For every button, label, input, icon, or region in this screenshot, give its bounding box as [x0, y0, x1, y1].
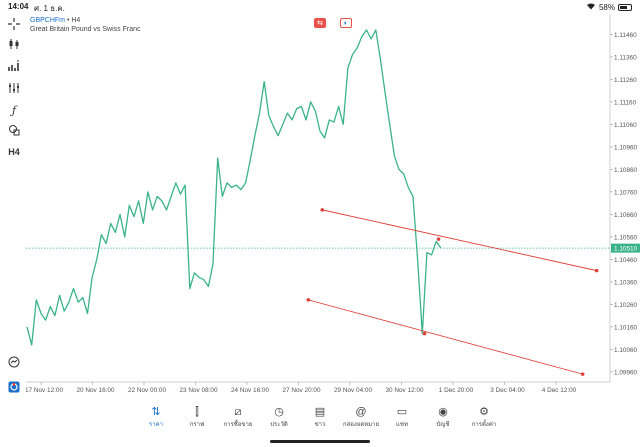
- time-tick-label: 30 Nov 12:00: [385, 387, 423, 394]
- symbol-timeframe: H4: [71, 17, 81, 24]
- symbol-description: Great Britain Pound vs Swiss Franc: [30, 26, 141, 33]
- home-indicator: [270, 440, 370, 443]
- nav-item-candles[interactable]: ⫿ กราฟ: [175, 405, 219, 429]
- price-tick-label: 1.10960: [614, 144, 638, 151]
- price-tick-label: 1.09960: [614, 369, 638, 376]
- indicators-icon[interactable]: [6, 58, 22, 74]
- trendline-anchor-mid: [436, 237, 441, 241]
- crosshair-icon[interactable]: [6, 16, 22, 32]
- nav-item-label: การซื้อขาย: [223, 422, 253, 428]
- one-click-icon[interactable]: ◐: [340, 18, 352, 28]
- symbol-name[interactable]: GBPCHFm: [30, 17, 65, 24]
- status-time: 14:04: [8, 2, 29, 11]
- nav-item-label: กราฟ: [189, 422, 205, 428]
- time-tick-label: 1 Dec 20:00: [439, 387, 474, 394]
- nav-item-label: ประวัติ: [270, 422, 288, 428]
- nav-item-label: กล่องจดหมาย: [342, 422, 380, 428]
- chat-icon: ▭: [396, 406, 408, 418]
- trendline-2: [308, 299, 583, 375]
- time-tick-label: 20 Nov 16:00: [76, 387, 114, 394]
- trade-chart-icon: ⧄: [234, 406, 242, 418]
- nav-item-label: แชท: [396, 422, 408, 428]
- current-price-tag: [611, 243, 640, 253]
- nav-item-label: ข่าว: [314, 422, 326, 428]
- wifi-icon: [586, 2, 596, 12]
- trendline-anchor-mid: [422, 331, 427, 336]
- time-tick-label: 27 Nov 20:00: [282, 387, 320, 394]
- left-toolbar: ƒ H4: [0, 14, 26, 395]
- chart-type-icon[interactable]: [6, 36, 22, 52]
- status-bar: 14:04 ศ. 1 ธ.ค. 58%: [0, 0, 640, 14]
- settings-icon: ⚙: [479, 406, 489, 418]
- status-date: ศ. 1 ธ.ค.: [34, 4, 65, 13]
- sell-flag-icon[interactable]: ⇆: [314, 18, 326, 28]
- search-chart-icon[interactable]: [6, 354, 22, 370]
- trendline-anchor-start: [306, 298, 311, 302]
- status-right: 58%: [586, 2, 632, 12]
- price-tick-label: 1.10060: [614, 347, 638, 354]
- time-tick-label: 4 Dec 12:00: [542, 387, 577, 394]
- quotes-icon: ⇅: [151, 406, 161, 418]
- account-icon: ◉: [438, 406, 448, 418]
- price-tick-label: 1.10460: [614, 257, 638, 264]
- battery-icon: [618, 3, 632, 11]
- price-tick-label: 1.11160: [614, 99, 637, 106]
- price-chart[interactable]: 1.11460 1.11360 1.11260 1.11160 1.11060 1.109…: [26, 14, 640, 396]
- time-tick-label: 17 Nov 12:00: [26, 387, 63, 394]
- settings-sliders-icon[interactable]: [6, 80, 22, 96]
- price-tick-label: 1.11460: [614, 32, 637, 39]
- time-tick-label: 23 Nov 08:00: [179, 387, 217, 394]
- price-tick-label: 1.10560: [614, 234, 638, 241]
- price-tick-label: 1.11360: [614, 54, 637, 61]
- nav-item-label: การตั้งค่า: [471, 422, 497, 428]
- nav-item-settings[interactable]: ⚙ การตั้งค่า: [462, 405, 506, 429]
- price-series-line: [26, 29, 442, 346]
- nav-item-mail[interactable]: @ กล่องจดหมาย: [339, 405, 383, 429]
- price-tick-label: 1.10760: [614, 189, 638, 196]
- nav-item-history[interactable]: ◷ ประวัติ: [257, 405, 301, 429]
- history-icon: ◷: [274, 406, 284, 418]
- price-tick-label: 1.10860: [614, 167, 638, 174]
- price-tick-label: 1.11260: [614, 77, 637, 84]
- nav-item-quotes[interactable]: ⇅ ราคา: [134, 405, 178, 429]
- symbol-header: GBPCHFm • H4 Great Britain Pound vs Swis…: [30, 17, 141, 33]
- nav-item-account[interactable]: ◉ บัญชี: [421, 405, 465, 429]
- nav-item-trade-chart[interactable]: ⧄ การซื้อขาย: [216, 405, 260, 429]
- candles-icon: ⫿: [195, 406, 199, 418]
- nav-item-chat[interactable]: ▭ แชท: [380, 405, 424, 429]
- trendline-1: [322, 209, 597, 272]
- bottom-navigation: ⇅ ราคา ⫿ กราฟ ⧄ การซื้อขาย ◷ ประวัติ ▤ ข่าว @ กล่อง…: [0, 405, 640, 435]
- shapes-icon[interactable]: [6, 122, 22, 138]
- nav-item-news[interactable]: ▤ ข่าว: [298, 405, 342, 429]
- price-tick-label: 1.10160: [614, 324, 638, 331]
- battery-percent: 58%: [598, 2, 615, 12]
- timeframe-button[interactable]: H4: [8, 147, 20, 157]
- current-price-label: 1.10510: [614, 246, 638, 253]
- time-tick-label: 24 Nov 16:00: [231, 387, 269, 394]
- time-tick-label: 22 Nov 00:00: [128, 387, 166, 394]
- nav-item-label: ราคา: [149, 422, 163, 428]
- nav-item-label: บัญชี: [436, 422, 450, 428]
- time-tick-label: 29 Nov 04:00: [334, 387, 372, 394]
- trendline-anchor-end: [580, 372, 585, 376]
- time-tick-label: 3 Dec 04:00: [490, 387, 525, 394]
- mail-icon: @: [355, 406, 367, 418]
- news-icon: ▤: [314, 406, 326, 418]
- price-tick-label: 1.10660: [614, 212, 638, 219]
- trade-app-icon[interactable]: [6, 379, 22, 395]
- trendline-anchor-start: [320, 208, 325, 212]
- function-icon[interactable]: ƒ: [11, 103, 17, 117]
- price-tick-label: 1.11060: [614, 122, 637, 129]
- price-tick-label: 1.10260: [614, 302, 638, 309]
- price-tick-label: 1.10360: [614, 279, 638, 286]
- trendline-anchor-end: [594, 268, 599, 273]
